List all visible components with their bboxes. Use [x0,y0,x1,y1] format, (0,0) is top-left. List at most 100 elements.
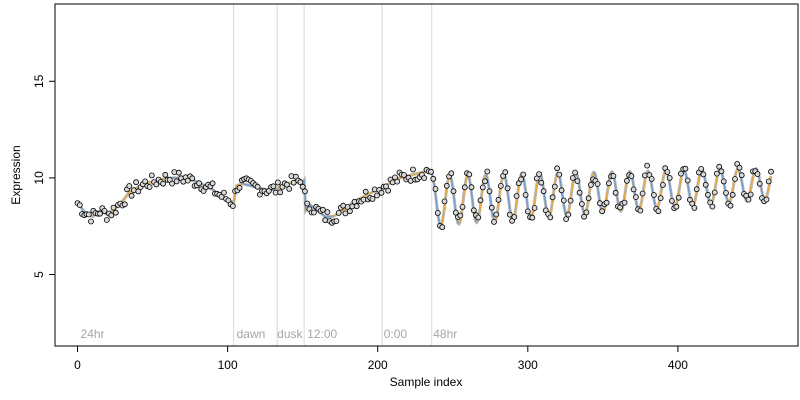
x-tick-label: 300 [518,358,538,372]
data-point [236,184,243,191]
data-point [711,189,718,196]
data-point [558,187,565,194]
segment-line [365,194,368,197]
data-point [85,211,92,218]
y-tick-label: 10 [32,171,46,185]
segment-line [333,214,337,217]
data-point [583,209,590,216]
segment-line [486,177,490,187]
data-point [572,169,578,176]
segment-line [767,183,771,192]
data-point [162,171,169,178]
segment-line [232,194,236,204]
segment-line [276,187,280,190]
data-point [732,176,738,182]
data-point [378,189,385,196]
data-point [160,180,167,187]
data-point [97,210,103,217]
segment-line [491,209,494,219]
segment-line [543,195,547,207]
data-point [588,181,594,188]
data-point [540,188,547,195]
data-point [482,178,488,185]
data-point [459,203,466,210]
data-point [669,197,675,204]
data-point [765,178,772,185]
data-point [254,183,261,190]
time-annotations: 24hr dawn dusk 12:00 0:00 48hr [81,327,458,341]
data-point [142,178,149,185]
data-point [342,210,349,217]
data-point [475,214,482,221]
data-point [628,173,635,180]
segment-line [639,199,643,208]
y-tick-label: 15 [32,74,46,88]
data-point [700,171,707,178]
data-point [576,189,583,196]
data-point [362,188,369,195]
data-point [103,217,110,223]
data-point [450,188,457,195]
data-point [763,196,770,203]
data-point [401,172,407,178]
segment-line [750,176,754,185]
data-point [189,175,196,182]
segment-line [441,212,445,223]
segment-line [342,208,346,211]
data-point [468,184,475,191]
segment-line [458,220,461,225]
data-point [452,209,459,216]
segment-line [126,192,130,196]
data-point [567,197,574,204]
segment-line [711,194,715,202]
data-point [637,207,644,214]
data-point [439,224,446,231]
x-tick-label: 200 [368,358,388,372]
data-point [101,207,108,214]
data-point [720,178,727,185]
segment-line [678,179,682,189]
data-point [346,208,353,215]
data-point [569,175,576,181]
annotation-label: 48hr [433,327,457,341]
segment-line [368,192,371,195]
data-point [524,208,531,215]
data-point [579,201,585,207]
data-point [133,179,140,186]
data-point [727,202,734,209]
annotation-label: 12:00 [307,327,337,341]
data-point [488,204,495,211]
segment-line [749,184,753,193]
data-point [610,173,617,179]
data-point [639,190,646,197]
data-point [599,208,605,215]
data-point [736,164,743,171]
data-point [324,209,331,216]
data-point [497,182,504,189]
segment-line [201,183,204,186]
data-point [655,208,662,215]
y-tick-label: 5 [32,271,46,278]
data-point [644,162,650,169]
segment-line [371,191,374,194]
segment-line [650,180,654,190]
data-point [297,179,304,186]
data-point [651,192,657,198]
data-point [374,192,380,199]
data-point [723,189,729,196]
data-point [110,204,117,211]
data-point [718,168,725,175]
data-point [504,185,511,192]
segment-line [212,188,215,192]
x-axis: 0 100 200 300 400 [74,345,688,372]
segment-line [444,187,448,201]
data-point [551,183,558,190]
data-point [173,178,180,185]
data-point [76,202,83,209]
data-point [301,188,308,195]
x-axis-label: Sample index [390,375,463,389]
segment-line [363,195,367,198]
data-point [502,169,509,176]
segment-line [81,208,85,212]
